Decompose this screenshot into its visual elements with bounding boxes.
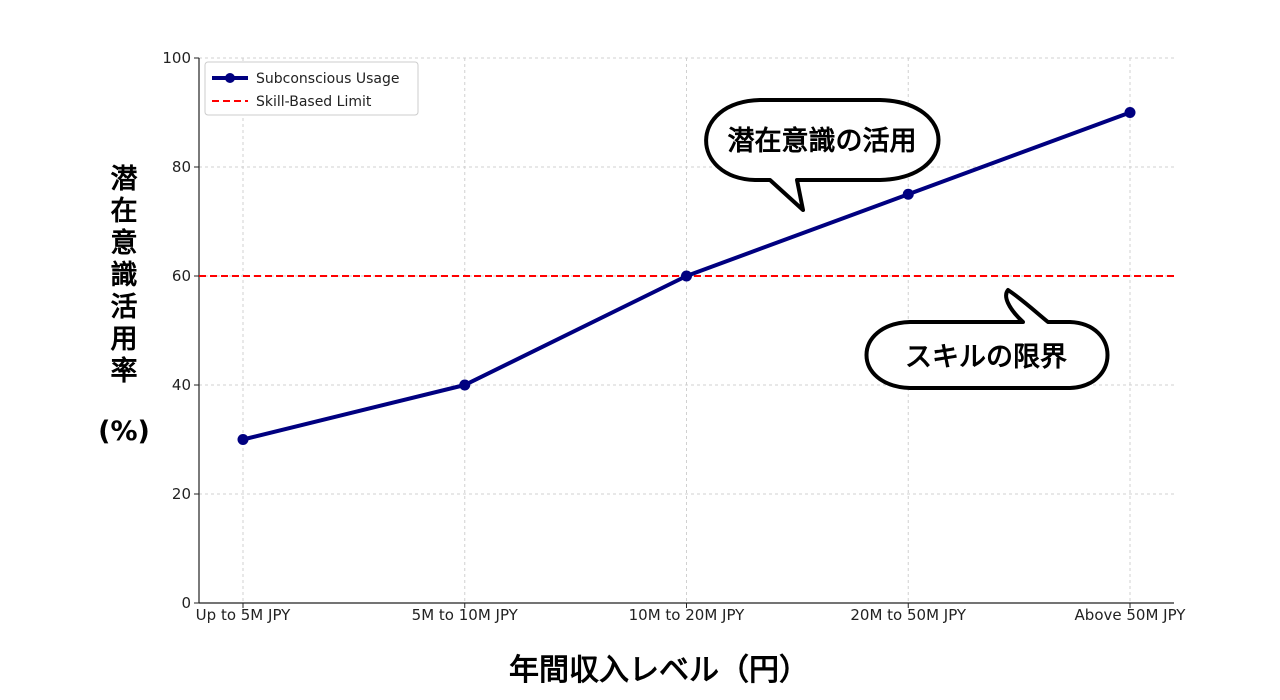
data-point bbox=[237, 434, 249, 445]
y-axis-title-char: 識 bbox=[111, 260, 138, 291]
y-tick-label: 40 bbox=[172, 376, 191, 394]
y-axis-title-char: 率 bbox=[111, 355, 138, 387]
y-tick-labels: 0 20 40 60 80 100 bbox=[162, 49, 191, 612]
speech-bubble-skill-limit bbox=[864, 288, 1110, 390]
y-tick-label: 100 bbox=[162, 49, 191, 67]
x-tick-label: Above 50M JPY bbox=[1075, 606, 1187, 624]
y-axis-title-char: 活 bbox=[111, 292, 138, 323]
data-point bbox=[902, 188, 914, 200]
x-tick-label: 5M to 10M JPY bbox=[412, 606, 519, 624]
legend-label-reference: Skill-Based Limit bbox=[256, 94, 372, 110]
y-tick-label: 60 bbox=[172, 267, 191, 285]
annotation-text-subconscious: 潜在意識の活用 bbox=[728, 125, 917, 157]
x-tick-labels: Up to 5M JPY 5M to 10M JPY 10M to 20M JPY 2… bbox=[196, 606, 1187, 624]
y-tick-label: 20 bbox=[172, 485, 191, 503]
annotation-text-skill-limit: スキルの限界 bbox=[905, 342, 1067, 373]
y-axis-title-char: 潜 bbox=[111, 164, 138, 195]
annotation-skill-limit: スキルの限界 bbox=[864, 288, 1110, 390]
legend: Subconscious Usage Skill-Based Limit bbox=[204, 61, 419, 116]
y-axis-title-char: 在 bbox=[111, 196, 138, 227]
y-axis-title-char: 意 bbox=[111, 227, 138, 259]
y-axis-title-char: 用 bbox=[111, 324, 138, 355]
legend-box bbox=[204, 61, 419, 116]
x-tick-label: Up to 5M JPY bbox=[196, 606, 291, 624]
axes bbox=[194, 57, 1174, 608]
annotation-subconscious: 潜在意識の活用 bbox=[704, 98, 941, 212]
data-point bbox=[459, 379, 471, 391]
y-tick-label: 0 bbox=[181, 594, 191, 612]
speech-bubble-subconscious bbox=[704, 98, 941, 212]
data-point bbox=[681, 270, 692, 282]
data-point bbox=[1124, 107, 1136, 118]
x-axis-title: 年間収入レベル（円） bbox=[509, 653, 809, 688]
x-tick-label: 10M to 20M JPY bbox=[629, 606, 746, 624]
y-axis-unit: (%) bbox=[98, 416, 150, 447]
series bbox=[237, 107, 1136, 445]
y-tick-label: 80 bbox=[172, 158, 191, 176]
legend-label-series: Subconscious Usage bbox=[256, 71, 399, 87]
x-tick-label: 20M to 50M JPY bbox=[850, 606, 967, 624]
legend-marker-series bbox=[225, 73, 235, 83]
